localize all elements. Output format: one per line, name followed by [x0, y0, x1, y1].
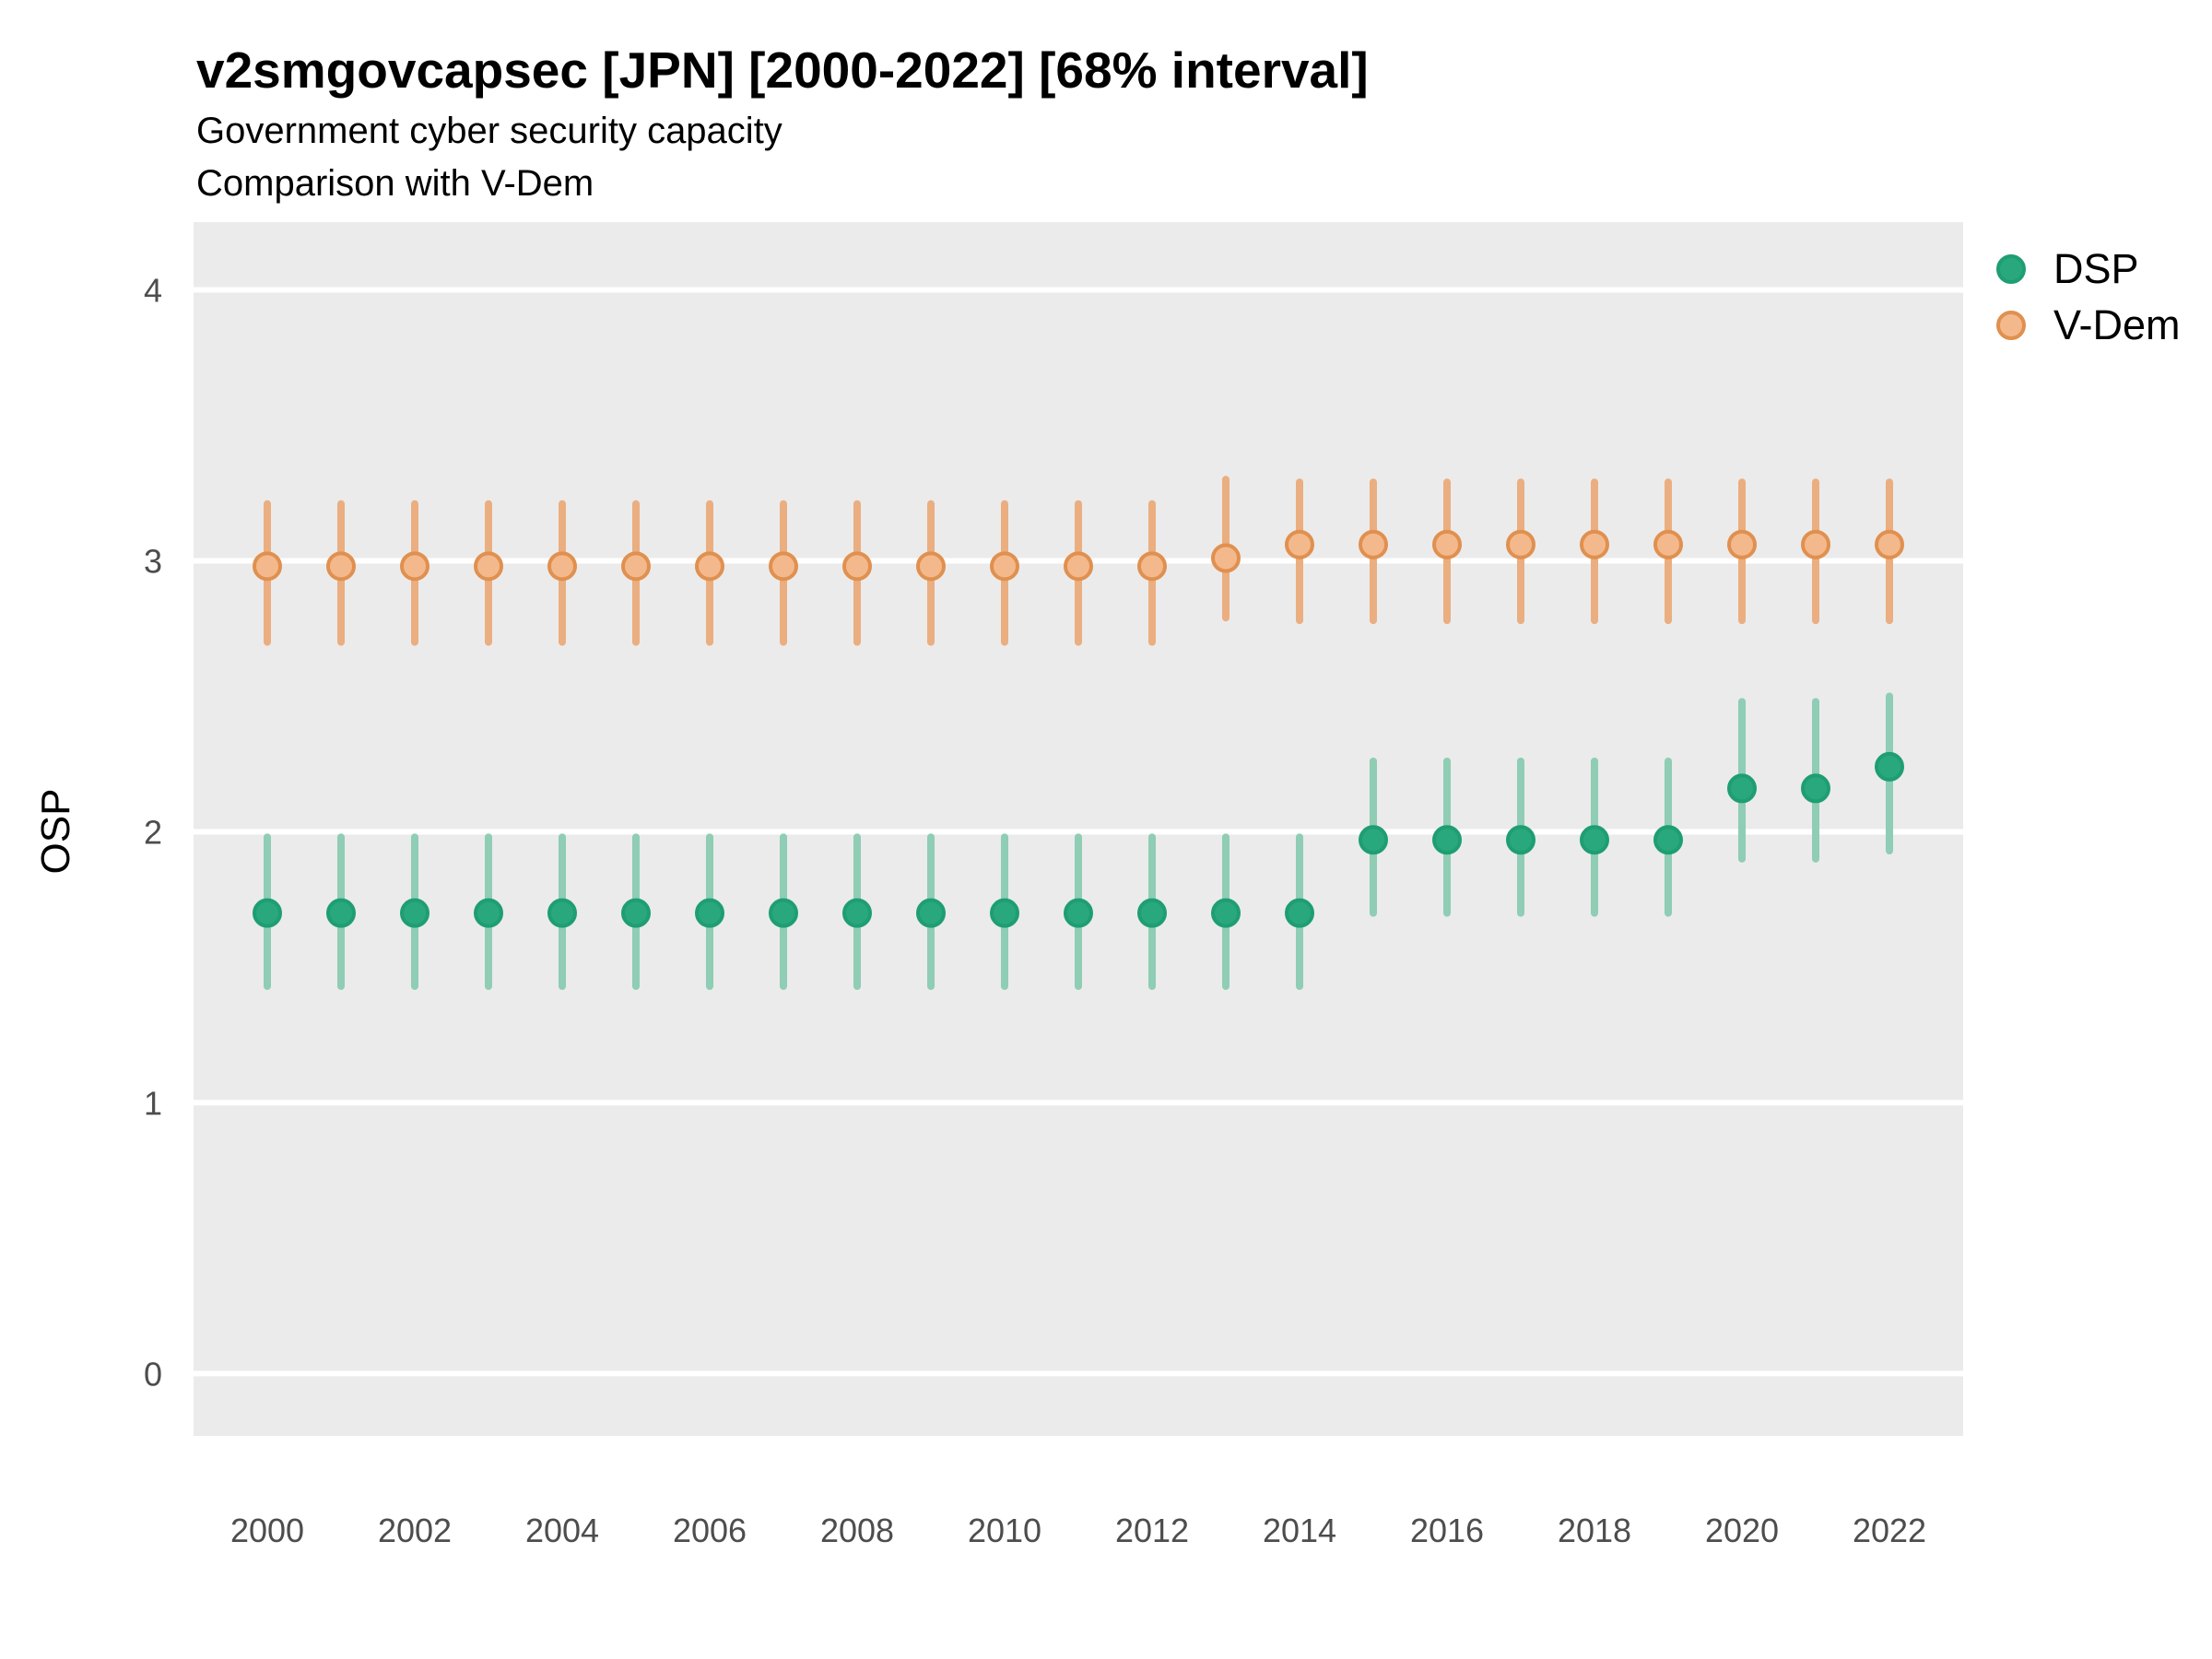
legend-label-dsp: DSP: [2053, 245, 2139, 292]
legend-item-v-dem: V-Dem: [1996, 303, 2181, 347]
dsp-point-2000: [253, 898, 282, 928]
dsp-point-2008: [842, 898, 872, 928]
dsp-point-2017: [1506, 825, 1535, 855]
dsp-point-2009: [916, 898, 946, 928]
dsp-point-2022: [1875, 751, 1904, 782]
dsp-point-2006: [695, 898, 724, 928]
y-tick-label-4: 4: [144, 271, 162, 309]
v-dem-point-2004: [547, 551, 577, 582]
x-tick-label-2008: 2008: [820, 1512, 894, 1549]
v-dem-point-2013: [1211, 543, 1241, 573]
v-dem-point-2017: [1506, 529, 1535, 559]
x-tick-label-2018: 2018: [1558, 1512, 1631, 1549]
dsp-point-2005: [621, 898, 651, 928]
v-dem-point-2012: [1137, 551, 1167, 582]
dsp-point-2019: [1653, 825, 1683, 855]
legend-dot-v-dem: [1996, 310, 2026, 340]
v-dem-point-2008: [842, 551, 872, 582]
dsp-point-2013: [1211, 898, 1241, 928]
dsp-point-2003: [474, 898, 503, 928]
y-tick-label-3: 3: [144, 542, 162, 580]
v-dem-point-2009: [916, 551, 946, 582]
y-axis-title: OSP: [33, 788, 78, 875]
x-tick-label-2022: 2022: [1853, 1512, 1926, 1549]
v-dem-point-2021: [1801, 529, 1830, 559]
dsp-point-2012: [1137, 898, 1167, 928]
chart-subtitle-line2: Comparison with V-Dem: [196, 163, 594, 204]
dsp-point-2021: [1801, 773, 1830, 804]
legend-label-v-dem: V-Dem: [2053, 301, 2181, 348]
x-tick-label-2012: 2012: [1115, 1512, 1189, 1549]
v-dem-point-2003: [474, 551, 503, 582]
x-tick-label-2004: 2004: [525, 1512, 599, 1549]
v-dem-point-2007: [769, 551, 798, 582]
y-tick-label-0: 0: [144, 1355, 162, 1393]
dsp-point-2001: [326, 898, 356, 928]
x-tick-label-2014: 2014: [1263, 1512, 1336, 1549]
chart-subtitle-line1: Government cyber security capacity: [196, 111, 782, 151]
v-dem-point-2018: [1580, 529, 1609, 559]
v-dem-point-2022: [1875, 529, 1904, 559]
dsp-point-2004: [547, 898, 577, 928]
dsp-point-2002: [400, 898, 429, 928]
dsp-point-2016: [1432, 825, 1462, 855]
x-tick-label-2010: 2010: [968, 1512, 1041, 1549]
v-dem-point-2000: [253, 551, 282, 582]
dsp-point-2010: [990, 898, 1019, 928]
v-dem-point-2019: [1653, 529, 1683, 559]
dsp-point-2007: [769, 898, 798, 928]
y-tick-label-1: 1: [144, 1084, 162, 1122]
dsp-point-2020: [1727, 773, 1757, 804]
x-tick-label-2006: 2006: [673, 1512, 747, 1549]
dsp-point-2018: [1580, 825, 1609, 855]
v-dem-point-2020: [1727, 529, 1757, 559]
v-dem-point-2006: [695, 551, 724, 582]
dsp-point-2014: [1285, 898, 1314, 928]
legend: DSP V-Dem: [1996, 247, 2181, 347]
x-tick-label-2020: 2020: [1705, 1512, 1779, 1549]
y-tick-label-2: 2: [144, 813, 162, 851]
x-tick-label-2000: 2000: [230, 1512, 304, 1549]
dsp-point-2015: [1359, 825, 1388, 855]
x-tick-label-2002: 2002: [378, 1512, 452, 1549]
v-dem-point-2016: [1432, 529, 1462, 559]
chart-title: v2smgovcapsec [JPN] [2000-2022] [68% int…: [196, 41, 1369, 99]
v-dem-point-2015: [1359, 529, 1388, 559]
dsp-point-2011: [1064, 898, 1093, 928]
legend-item-dsp: DSP: [1996, 247, 2181, 290]
v-dem-point-2001: [326, 551, 356, 582]
v-dem-point-2014: [1285, 529, 1314, 559]
v-dem-point-2011: [1064, 551, 1093, 582]
x-tick-label-2016: 2016: [1410, 1512, 1484, 1549]
v-dem-point-2005: [621, 551, 651, 582]
v-dem-point-2010: [990, 551, 1019, 582]
v-dem-point-2002: [400, 551, 429, 582]
legend-dot-dsp: [1996, 253, 2026, 284]
